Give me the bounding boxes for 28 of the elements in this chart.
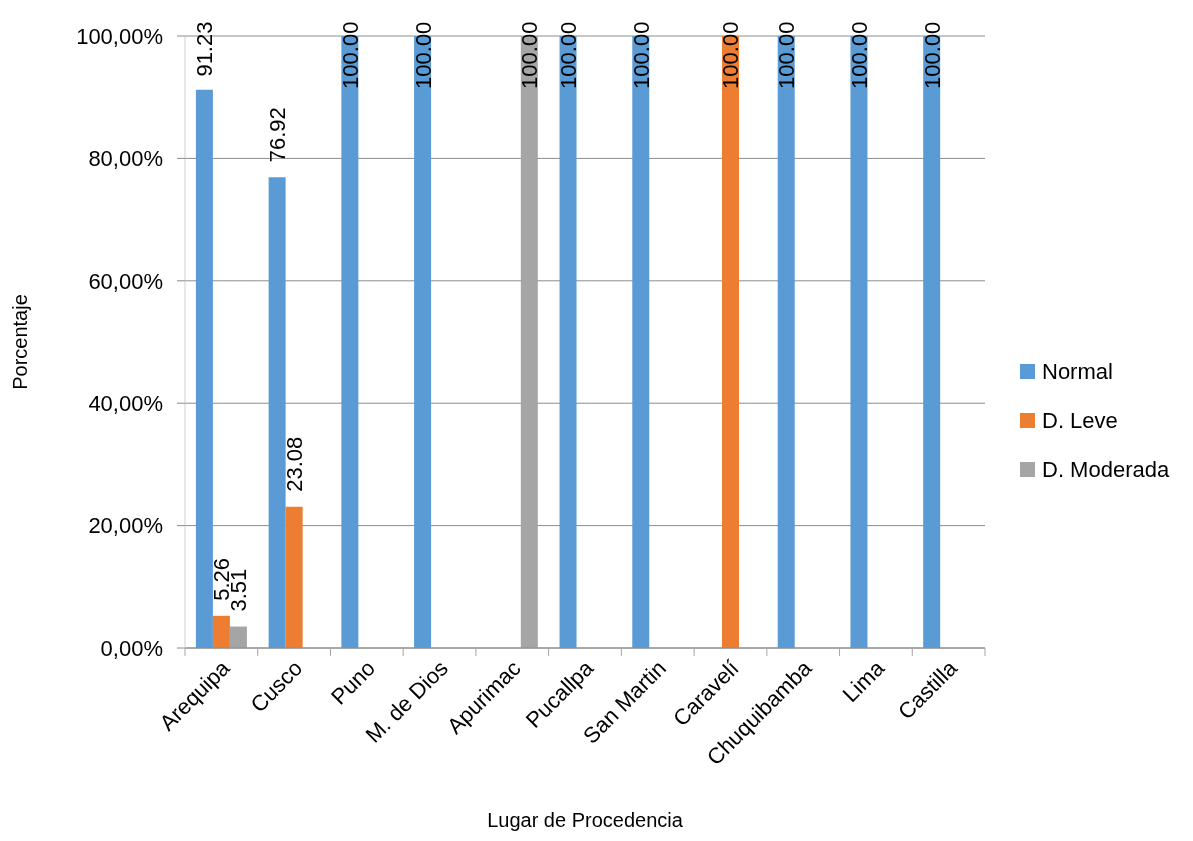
- y-tick-label: 80,00%: [88, 146, 163, 172]
- x-axis-title: Lugar de Procedencia: [487, 809, 684, 831]
- data-label: 100.00: [773, 21, 799, 89]
- legend-label: Normal: [1042, 358, 1113, 385]
- data-label: 100.00: [718, 21, 743, 89]
- y-tick-label: 0,00%: [100, 635, 163, 661]
- bar: [212, 615, 230, 648]
- data-label: 100.00: [410, 21, 436, 89]
- data-label: 100.00: [555, 21, 581, 89]
- bar: [229, 626, 247, 648]
- bar: [268, 177, 286, 648]
- data-label: 100.00: [628, 21, 654, 89]
- y-tick-label: 20,00%: [88, 513, 163, 539]
- data-label: 76.92: [264, 107, 290, 163]
- y-axis-title: Porcentaje: [9, 294, 31, 390]
- data-label: 100.00: [516, 21, 542, 89]
- bar: [285, 506, 303, 648]
- data-label: 91.23: [191, 21, 217, 77]
- y-tick-label: 60,00%: [88, 268, 163, 294]
- data-label: 100.00: [337, 21, 363, 89]
- data-label: 23.08: [281, 436, 307, 492]
- bar: [195, 89, 213, 648]
- legend-label: D. Leve: [1042, 407, 1118, 434]
- data-label: 100.00: [846, 21, 872, 89]
- y-tick-label: 40,00%: [88, 391, 163, 417]
- legend-label: D. Moderada: [1042, 456, 1170, 483]
- data-label: 100.00: [919, 21, 945, 89]
- y-tick-label: 100,00%: [76, 23, 163, 49]
